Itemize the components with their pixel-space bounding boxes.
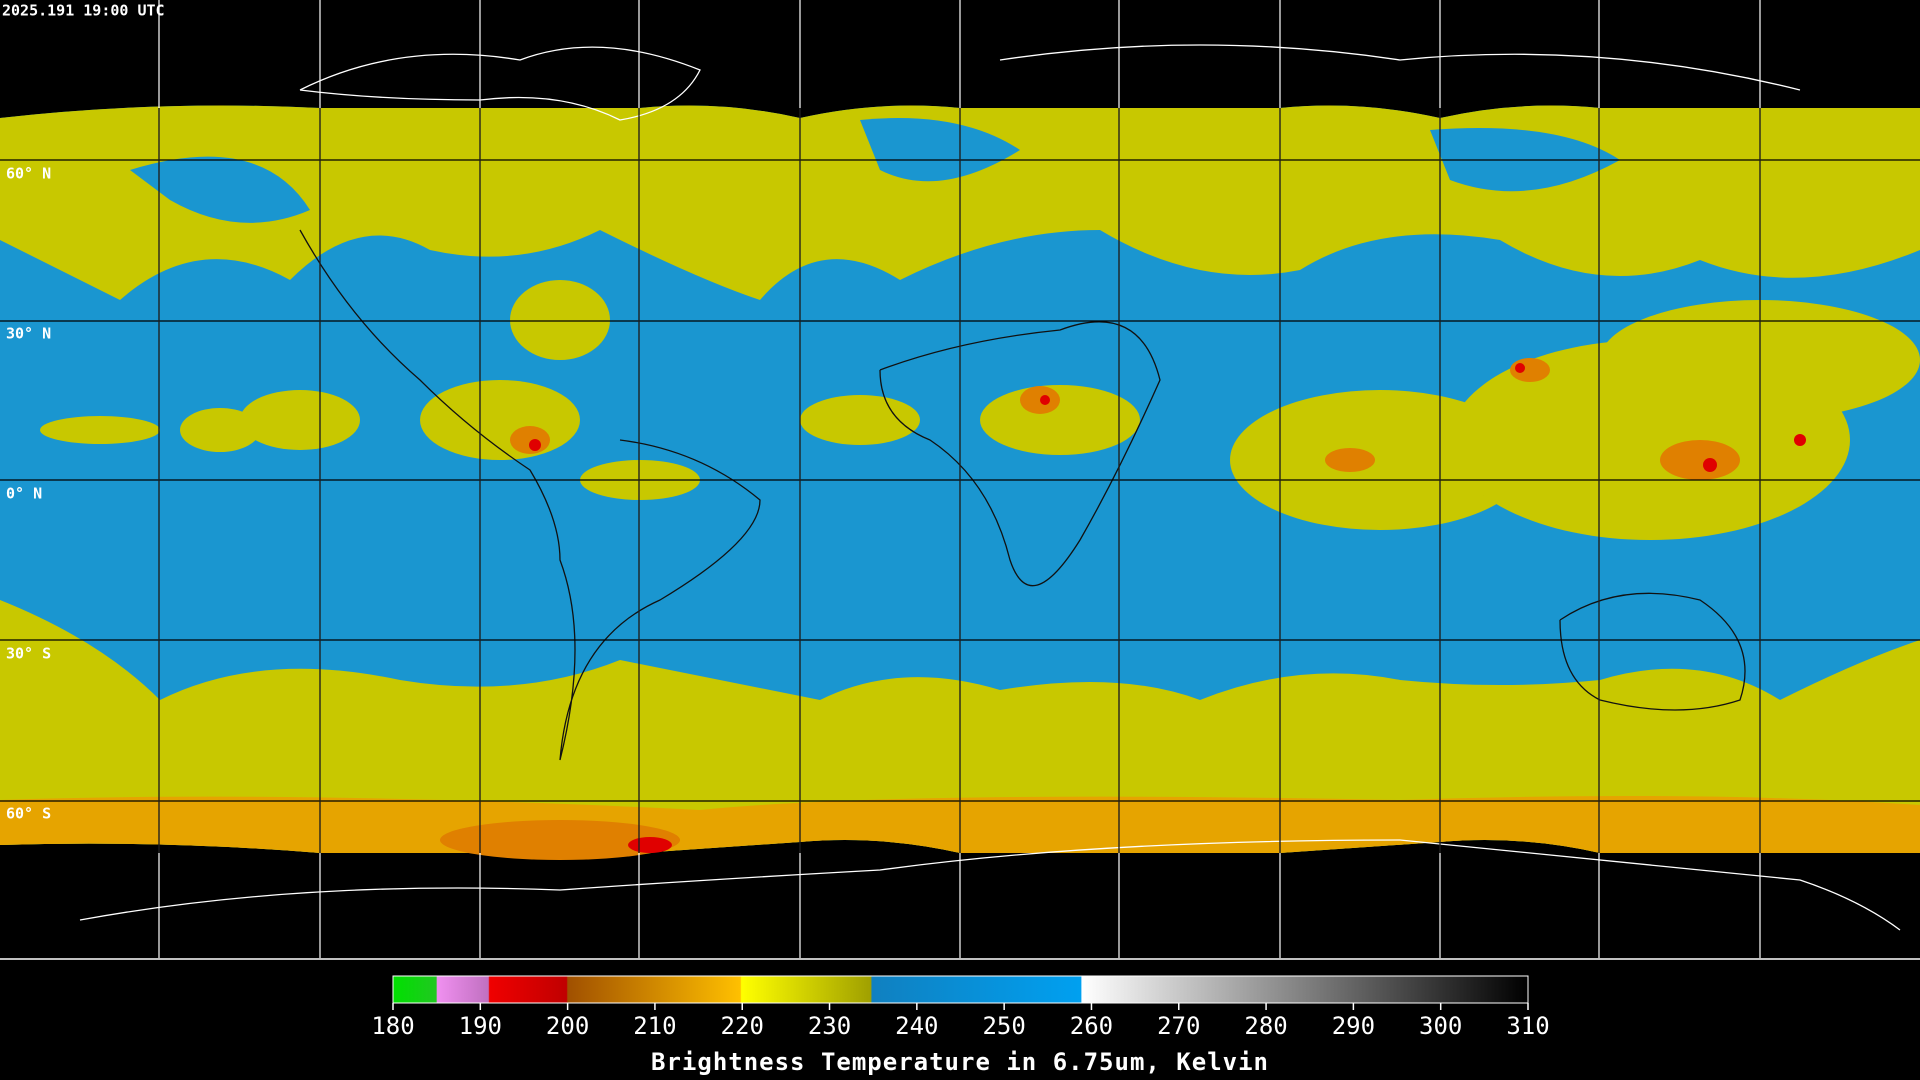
colorbar-tick-label: 250	[982, 1012, 1025, 1040]
latitude-label: 60° S	[6, 805, 51, 823]
convection	[40, 280, 1920, 540]
colorbar-tick-label: 300	[1419, 1012, 1462, 1040]
colorbar-tick-label: 210	[633, 1012, 676, 1040]
latitude-label: 30° S	[6, 645, 51, 663]
cold-cloud	[628, 837, 672, 853]
graticule	[158, 0, 1761, 958]
colorbar-tick-label: 230	[808, 1012, 851, 1040]
colorbar-scale	[392, 975, 1529, 1004]
dry-slot	[130, 156, 310, 223]
colorbar-tick-label: 220	[721, 1012, 764, 1040]
colorbar-tick-label: 200	[546, 1012, 589, 1040]
latitude-label: 30° N	[6, 325, 51, 343]
colorbar-tick-label: 260	[1070, 1012, 1113, 1040]
colorbar-tick-label: 280	[1244, 1012, 1287, 1040]
colorbar-tick-label: 180	[371, 1012, 414, 1040]
colorbar: 180 190 200 210 220 230 240 250 260 270 280 290 300 3…	[371, 975, 1550, 1040]
cold-cloud	[440, 820, 680, 860]
latitude-label: 60° N	[6, 165, 51, 183]
colorbar-tick-label: 240	[895, 1012, 938, 1040]
deep-convection	[510, 358, 1740, 480]
timestamp: 2025.191 19:00 UTC	[2, 2, 165, 20]
dry-slot	[860, 118, 1020, 182]
overshooting-tops	[529, 363, 1806, 472]
latitude-label: 0° N	[6, 485, 42, 503]
colorbar-title: Brightness Temperature in 6.75um, Kelvin	[651, 1048, 1269, 1076]
coastlines	[79, 44, 1901, 931]
colorbar-tick-label: 270	[1157, 1012, 1200, 1040]
colorbar-tick-label: 190	[459, 1012, 502, 1040]
colorbar-tick-label: 290	[1332, 1012, 1375, 1040]
colorbar-tick-label: 310	[1506, 1012, 1549, 1040]
